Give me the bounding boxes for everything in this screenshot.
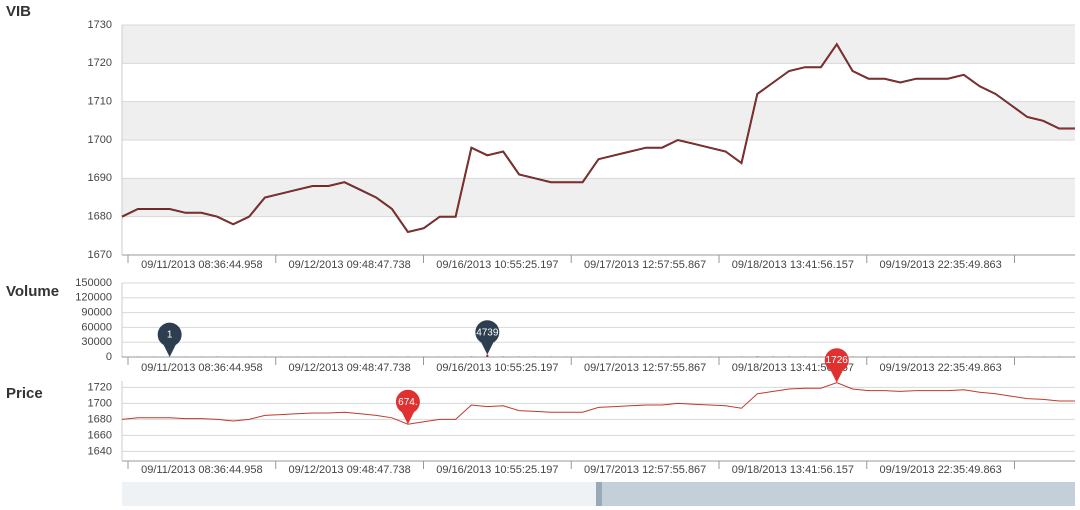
marker-label: 1 (167, 330, 173, 341)
y-tick-label: 1690 (88, 172, 112, 184)
marker-label: 4739 (476, 327, 499, 338)
x-tick-label: 09/11/2013 08:36:44.958 (141, 362, 263, 374)
x-tick-label: 09/18/2013 13:41:56.157 (732, 464, 854, 476)
y-tick-label: 30000 (81, 336, 112, 348)
y-tick-label: 90000 (81, 307, 112, 319)
x-tick-label: 09/19/2013 22:35:49.863 (879, 362, 1001, 374)
volume-bar (756, 356, 759, 357)
y-tick-label: 0 (106, 351, 112, 363)
grid-band (122, 101, 1075, 140)
x-tick-label: 09/12/2013 09:48:47.738 (288, 464, 410, 476)
panel-title: VIB (6, 3, 31, 20)
marker-label: 674. (398, 397, 417, 408)
x-tick-label: 09/18/2013 13:41:56.157 (732, 259, 854, 271)
volume-bar (486, 354, 489, 357)
y-tick-label: 150000 (75, 277, 112, 289)
x-tick-label: 09/16/2013 10:55:25.197 (436, 259, 558, 271)
x-tick-label: 09/19/2013 22:35:49.863 (879, 259, 1001, 271)
navigator-handle[interactable] (596, 482, 602, 506)
x-tick-label: 09/12/2013 09:48:47.738 (288, 259, 410, 271)
price-line (121, 382, 1075, 425)
x-tick-label: 09/17/2013 12:57:55.867 (584, 464, 706, 476)
y-tick-label: 1660 (88, 429, 112, 441)
x-tick-label: 09/17/2013 12:57:55.867 (584, 362, 706, 374)
marker-pin (475, 320, 500, 355)
marker-pin (395, 389, 420, 425)
marker-pin (824, 348, 849, 383)
y-tick-label: 120000 (75, 292, 112, 304)
x-tick-label: 09/18/2013 13:41:56.157 (732, 362, 854, 374)
y-tick-label: 1670 (88, 249, 112, 261)
x-tick-label: 09/17/2013 12:57:55.867 (584, 259, 706, 271)
y-tick-label: 1730 (88, 19, 112, 31)
grid-band (122, 178, 1075, 217)
x-tick-label: 09/19/2013 22:35:49.863 (879, 464, 1001, 476)
y-tick-label: 60000 (81, 321, 112, 333)
price-line (121, 43, 1075, 233)
x-tick-label: 09/16/2013 10:55:25.197 (436, 362, 558, 374)
navigator-track (122, 482, 600, 506)
marker-pin (157, 322, 182, 357)
navigator-window[interactable] (600, 482, 1075, 506)
y-tick-label: 1710 (88, 96, 112, 108)
x-tick-label: 09/11/2013 08:36:44.958 (141, 464, 263, 476)
y-tick-label: 1700 (88, 134, 112, 146)
y-tick-label: 1680 (88, 413, 112, 425)
x-tick-label: 09/16/2013 10:55:25.197 (436, 464, 558, 476)
y-tick-label: 1680 (88, 211, 112, 223)
grid-band (122, 25, 1075, 64)
x-tick-label: 09/11/2013 08:36:44.958 (141, 259, 263, 271)
panel-title: Volume (6, 283, 59, 300)
y-tick-label: 1720 (88, 381, 112, 393)
marker-label: 1726 (826, 355, 849, 366)
y-tick-label: 1640 (88, 445, 112, 457)
panel-title: Price (6, 385, 43, 402)
x-tick-label: 09/12/2013 09:48:47.738 (288, 362, 410, 374)
y-tick-label: 1700 (88, 397, 112, 409)
y-tick-label: 1720 (88, 57, 112, 69)
